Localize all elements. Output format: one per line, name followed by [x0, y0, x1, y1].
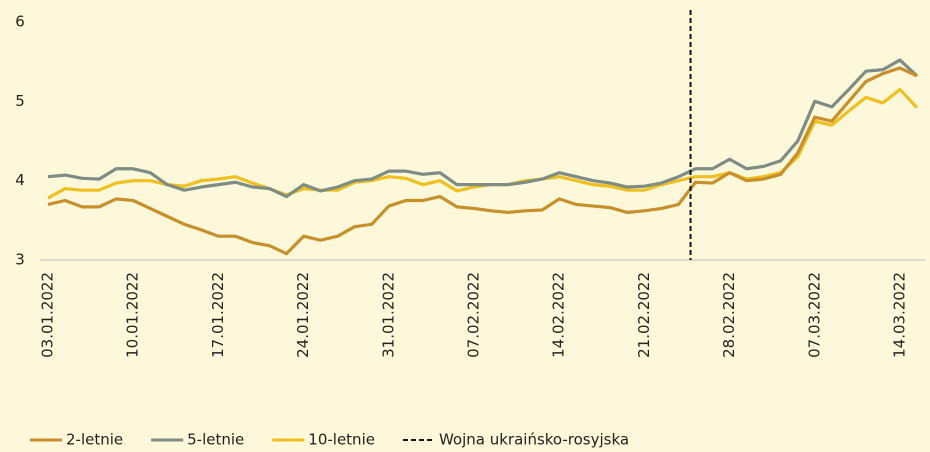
y-tick-label: 5 [15, 92, 25, 110]
x-tick-label: 07.02.2022 [465, 272, 483, 358]
y-tick-label: 4 [15, 171, 25, 189]
series-line [47, 87, 919, 200]
x-tick-label: 21.02.2022 [635, 272, 653, 358]
x-tick-label: 24.01.2022 [294, 272, 312, 358]
legend-label: Wojna ukraińsko-rosyjska [439, 431, 629, 449]
x-tick-label: 17.01.2022 [209, 272, 227, 358]
y-tick-label: 6 [15, 13, 25, 31]
x-tick-label: 10.01.2022 [124, 272, 142, 358]
series-line [47, 58, 919, 199]
x-tick-label: 31.01.2022 [379, 272, 397, 358]
legend-label: 2-letnie [66, 431, 123, 449]
series-line [47, 66, 918, 256]
x-tick-label: 07.03.2022 [805, 272, 823, 358]
legend-label: 10-letnie [308, 431, 375, 449]
x-tick-label: 14.02.2022 [550, 272, 568, 358]
x-tick-label: 28.02.2022 [720, 272, 738, 358]
x-tick-label: 14.03.2022 [891, 272, 909, 358]
x-tick-label: 03.01.2022 [39, 272, 57, 358]
y-tick-label: 3 [15, 251, 25, 269]
legend-label: 5-letnie [187, 431, 244, 449]
